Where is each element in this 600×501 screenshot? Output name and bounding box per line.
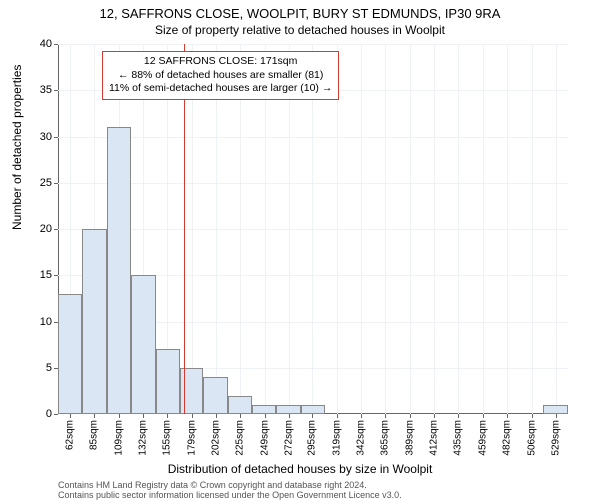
xtick-label: 412sqm — [429, 420, 440, 456]
histogram-chart: 051015202530354062sqm85sqm109sqm132sqm15… — [58, 44, 568, 414]
xtick-mark — [289, 414, 290, 418]
xtick-mark — [216, 414, 217, 418]
xtick-label: 249sqm — [259, 420, 270, 456]
xtick-label: 132sqm — [138, 420, 149, 456]
xtick-label: 202sqm — [210, 420, 221, 456]
histogram-bar — [82, 229, 107, 414]
xtick-mark — [143, 414, 144, 418]
annotation-line: ← 88% of detached houses are smaller (81… — [109, 69, 332, 83]
xtick-mark — [240, 414, 241, 418]
xtick-label: 109sqm — [114, 420, 125, 456]
ytick-label: 5 — [22, 362, 52, 374]
grid-line-v — [361, 44, 362, 414]
footer-attribution: Contains HM Land Registry data © Crown c… — [58, 480, 402, 501]
xtick-mark — [265, 414, 266, 418]
ytick-label: 20 — [22, 223, 52, 235]
xtick-label: 342sqm — [356, 420, 367, 456]
xtick-label: 85sqm — [89, 420, 100, 450]
grid-line-v — [410, 44, 411, 414]
ytick-mark — [54, 414, 58, 415]
xtick-label: 272sqm — [283, 420, 294, 456]
ytick-label: 30 — [22, 131, 52, 143]
page-title-sub: Size of property relative to detached ho… — [0, 21, 600, 37]
plot-area: 051015202530354062sqm85sqm109sqm132sqm15… — [58, 44, 568, 414]
grid-line-v — [507, 44, 508, 414]
grid-line-v — [385, 44, 386, 414]
ytick-mark — [54, 183, 58, 184]
histogram-bar — [276, 405, 301, 414]
ytick-label: 40 — [22, 38, 52, 50]
xtick-mark — [192, 414, 193, 418]
xtick-label: 319sqm — [332, 420, 343, 456]
annotation-line: 11% of semi-detached houses are larger (… — [109, 82, 332, 96]
histogram-bar — [156, 349, 180, 414]
grid-line-v — [434, 44, 435, 414]
footer-line-1: Contains HM Land Registry data © Crown c… — [58, 480, 402, 490]
xtick-mark — [483, 414, 484, 418]
xtick-label: 179sqm — [186, 420, 197, 456]
xtick-label: 365sqm — [380, 420, 391, 456]
histogram-bar — [252, 405, 276, 414]
ytick-mark — [54, 44, 58, 45]
ytick-mark — [54, 90, 58, 91]
xtick-mark — [337, 414, 338, 418]
grid-line-v — [458, 44, 459, 414]
histogram-bar — [203, 377, 228, 414]
ytick-mark — [54, 275, 58, 276]
xtick-mark — [94, 414, 95, 418]
histogram-bar — [301, 405, 325, 414]
xtick-label: 155sqm — [162, 420, 173, 456]
xtick-label: 529sqm — [550, 420, 561, 456]
xtick-mark — [385, 414, 386, 418]
xtick-label: 506sqm — [526, 420, 537, 456]
xtick-label: 295sqm — [307, 420, 318, 456]
xtick-mark — [458, 414, 459, 418]
ytick-mark — [54, 229, 58, 230]
xtick-mark — [119, 414, 120, 418]
footer-line-2: Contains public sector information licen… — [58, 490, 402, 500]
xtick-mark — [434, 414, 435, 418]
xtick-label: 459sqm — [477, 420, 488, 456]
xtick-mark — [556, 414, 557, 418]
ytick-label: 15 — [22, 269, 52, 281]
annotation-box: 12 SAFFRONS CLOSE: 171sqm← 88% of detach… — [102, 51, 339, 100]
ytick-label: 25 — [22, 177, 52, 189]
xtick-mark — [312, 414, 313, 418]
histogram-bar — [58, 294, 82, 414]
x-axis-label: Distribution of detached houses by size … — [0, 462, 600, 476]
xtick-label: 435sqm — [452, 420, 463, 456]
histogram-bar — [131, 275, 156, 414]
y-axis-label: Number of detached properties — [10, 65, 24, 230]
xtick-mark — [361, 414, 362, 418]
histogram-bar — [107, 127, 131, 414]
xtick-mark — [167, 414, 168, 418]
grid-line-v — [532, 44, 533, 414]
annotation-line: 12 SAFFRONS CLOSE: 171sqm — [109, 55, 332, 69]
histogram-bar — [543, 405, 568, 414]
xtick-mark — [532, 414, 533, 418]
ytick-label: 35 — [22, 84, 52, 96]
grid-line-v — [556, 44, 557, 414]
xtick-mark — [410, 414, 411, 418]
histogram-bar — [228, 396, 252, 415]
grid-line-v — [483, 44, 484, 414]
xtick-mark — [507, 414, 508, 418]
xtick-label: 225sqm — [234, 420, 245, 456]
xtick-label: 62sqm — [65, 420, 76, 450]
xtick-mark — [70, 414, 71, 418]
ytick-label: 0 — [22, 408, 52, 420]
ytick-mark — [54, 137, 58, 138]
page-title-main: 12, SAFFRONS CLOSE, WOOLPIT, BURY ST EDM… — [0, 0, 600, 21]
xtick-label: 389sqm — [405, 420, 416, 456]
xtick-label: 482sqm — [501, 420, 512, 456]
ytick-label: 10 — [22, 316, 52, 328]
